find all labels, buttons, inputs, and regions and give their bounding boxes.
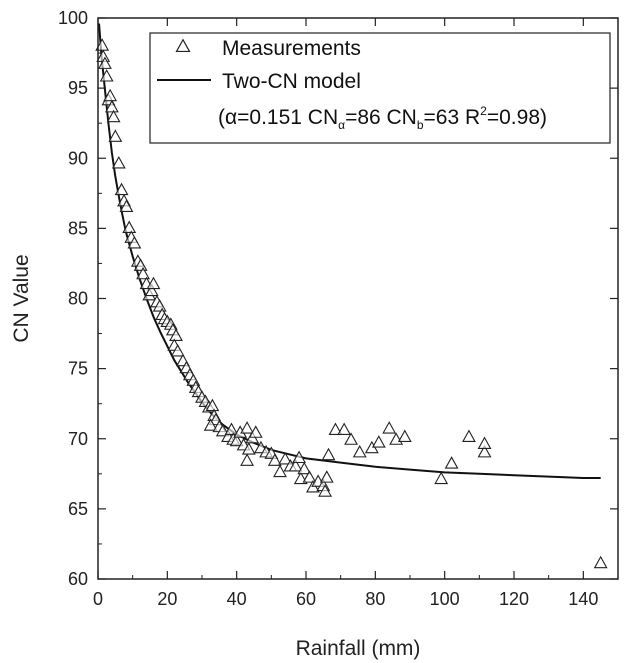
- data-point-measurement: [229, 433, 244, 447]
- data-point-measurement: [114, 182, 129, 196]
- y-tick-label: 100: [58, 8, 88, 28]
- data-point-measurement: [371, 435, 386, 448]
- data-point-measurement: [292, 450, 307, 464]
- y-tick-label: 95: [68, 78, 88, 98]
- data-point-measurement: [99, 69, 114, 82]
- y-tick-label: 85: [68, 218, 88, 238]
- legend-triangle-marker-icon: [175, 38, 191, 53]
- data-point-measurement: [108, 129, 123, 142]
- param-cn-alpha-value: =86 CN: [345, 106, 417, 129]
- data-point-measurement: [319, 470, 334, 483]
- data-point-measurement: [434, 471, 449, 485]
- data-point-measurement: [461, 429, 476, 443]
- data-point-measurement: [240, 453, 255, 466]
- data-point-measurement: [111, 156, 126, 169]
- data-point-measurement: [288, 458, 303, 472]
- x-tick-label: 100: [430, 589, 460, 609]
- x-tick-label: 80: [365, 589, 385, 609]
- data-point-measurement: [477, 444, 492, 458]
- data-point-measurement: [127, 235, 142, 249]
- x-axis-title: Rainfall (mm): [296, 637, 421, 660]
- param-r2-value: =0.98): [487, 106, 547, 129]
- data-point-measurement: [321, 447, 336, 461]
- data-point-measurement: [267, 453, 282, 466]
- legend-box: [149, 32, 611, 144]
- y-axis-ticks: 60 65 70 75 80 85 90 95 100: [58, 8, 618, 589]
- data-point-measurement: [337, 422, 352, 435]
- data-point-measurement: [170, 343, 185, 357]
- x-tick-label: 60: [296, 589, 316, 609]
- param-subscript-b: b: [417, 118, 424, 132]
- data-point-measurement: [302, 470, 317, 483]
- x-tick-label: 40: [227, 589, 247, 609]
- data-point-measurement: [240, 421, 255, 434]
- data-point-measurement: [104, 99, 119, 113]
- data-point-measurement: [444, 456, 459, 469]
- data-point-measurement: [224, 422, 239, 435]
- param-superscript-2: 2: [480, 104, 487, 118]
- x-tick-label: 120: [499, 589, 529, 609]
- data-point-measurement: [477, 436, 492, 450]
- data-point-measurement: [593, 555, 608, 569]
- data-point-measurement: [397, 429, 412, 443]
- data-point-measurement: [136, 266, 151, 280]
- y-tick-label: 60: [68, 569, 88, 589]
- x-tick-label: 20: [157, 589, 177, 609]
- data-point-measurement: [122, 220, 137, 234]
- chart-legend: Measurements Two-CN model (α=0.151 CNα=8…: [149, 32, 611, 144]
- data-point-measurement: [103, 88, 118, 102]
- data-point-measurement: [97, 56, 112, 69]
- data-point-measurement: [318, 484, 333, 497]
- param-subscript-alpha: α: [338, 118, 345, 132]
- plot-area: [95, 23, 608, 569]
- data-point-measurement: [133, 258, 148, 271]
- data-point-measurement: [144, 283, 159, 297]
- legend-label-measurements: Measurements: [222, 37, 361, 60]
- legend-label-model: Two-CN model: [222, 70, 361, 93]
- y-tick-label: 75: [68, 359, 88, 379]
- data-point-measurement: [106, 109, 121, 123]
- data-point-measurement: [328, 422, 343, 435]
- x-tick-label: 0: [93, 589, 103, 609]
- data-point-measurement: [344, 432, 359, 445]
- param-cn-b-value: =63 R: [424, 106, 481, 129]
- data-point-measurement: [119, 199, 134, 212]
- data-point-measurement: [241, 442, 256, 455]
- data-point-measurement: [248, 425, 263, 438]
- y-tick-label: 65: [68, 499, 88, 519]
- data-point-measurement: [203, 418, 218, 431]
- data-point-measurement: [382, 421, 397, 434]
- data-point-measurement: [152, 299, 167, 312]
- y-tick-label: 70: [68, 429, 88, 449]
- y-tick-label: 80: [68, 289, 88, 309]
- data-point-measurement: [95, 38, 110, 51]
- data-point-measurement: [297, 461, 312, 475]
- x-tick-label: 140: [568, 589, 598, 609]
- data-point-measurement: [205, 398, 220, 412]
- y-axis-title: CN Value: [10, 254, 33, 342]
- data-point-measurement: [278, 451, 293, 465]
- data-point-measurement: [273, 464, 287, 478]
- data-point-measurement: [169, 328, 183, 342]
- param-alpha-value: (α=0.151 CN: [218, 106, 338, 129]
- data-point-measurement: [352, 444, 367, 458]
- legend-model-parameters: (α=0.151 CNα=86 CNb=63 R2=0.98): [218, 104, 547, 132]
- data-point-measurement: [146, 276, 161, 290]
- x-axis-ticks: 0 20 40 60 80 100 120 140: [93, 18, 598, 609]
- y-tick-label: 90: [68, 148, 88, 168]
